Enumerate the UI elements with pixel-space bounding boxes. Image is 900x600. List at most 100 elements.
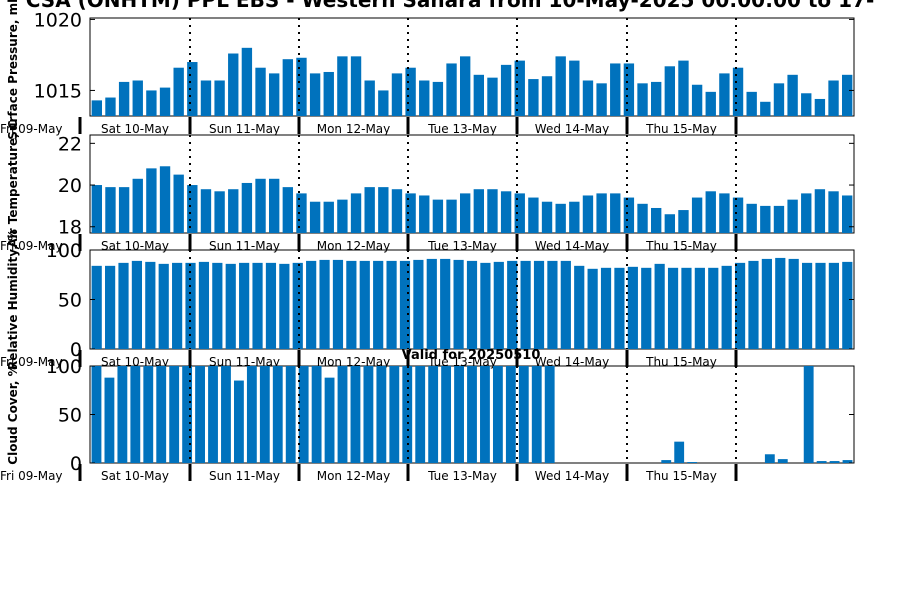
bar: [405, 67, 416, 116]
bar: [764, 454, 775, 463]
bar: [814, 189, 826, 233]
chart-panels: 1015 1020 Surface Pressure, mb Sat 10-May Su…: [0, 0, 855, 483]
y-tick-label: 1020: [34, 9, 82, 31]
bar: [132, 178, 143, 233]
bar: [282, 187, 294, 233]
bar: [158, 263, 169, 349]
bar: [282, 59, 294, 116]
bar: [298, 366, 309, 463]
bar: [841, 74, 853, 116]
bar: [214, 191, 225, 233]
bar: [555, 56, 566, 116]
bar: [459, 56, 471, 116]
bar: [654, 263, 665, 349]
bar: [541, 76, 553, 116]
bar: [337, 56, 348, 116]
bar: [815, 262, 826, 349]
bar: [279, 263, 290, 349]
bar: [842, 261, 853, 349]
bar: [233, 380, 244, 463]
bar: [473, 189, 485, 233]
bar: [376, 366, 387, 463]
bar: [694, 267, 705, 349]
bar: [803, 366, 814, 463]
y-tick-label: 22: [58, 133, 82, 155]
bar: [596, 193, 607, 233]
bar: [777, 459, 788, 463]
bar: [319, 259, 330, 349]
day-label: Thu 15-May: [645, 239, 717, 253]
bar: [746, 203, 757, 233]
bar: [350, 56, 362, 116]
day-label: Thu 15-May: [645, 469, 717, 483]
bar: [788, 258, 799, 349]
bar: [145, 261, 156, 349]
bar: [637, 203, 648, 233]
bar: [389, 366, 400, 463]
y-axis-label: Cloud Cover, %: [6, 364, 20, 464]
bar: [760, 101, 771, 116]
bar: [514, 193, 525, 233]
bar: [131, 260, 143, 349]
y-tick-label: 50: [58, 290, 82, 312]
bar: [378, 90, 389, 116]
bar: [350, 366, 361, 463]
bar: [173, 174, 184, 233]
bar: [541, 201, 553, 233]
bar: [428, 366, 439, 463]
bar: [117, 366, 128, 463]
day-label: Tue 13-May: [427, 469, 497, 483]
bar: [518, 366, 529, 463]
day-label: Tue 13-May: [427, 239, 497, 253]
bar: [378, 187, 389, 233]
bar: [828, 80, 839, 116]
bar: [787, 199, 798, 233]
bar: [623, 197, 635, 233]
bar: [500, 64, 512, 116]
bar: [667, 267, 679, 349]
bar: [841, 195, 853, 233]
bar: [402, 366, 413, 463]
bar: [296, 193, 307, 233]
bar: [760, 205, 771, 233]
bar: [480, 262, 491, 349]
bar: [187, 62, 198, 116]
bar: [467, 366, 477, 463]
bar: [627, 266, 638, 349]
bar: [405, 193, 416, 233]
bar: [816, 461, 827, 463]
bar: [252, 262, 263, 349]
bar: [159, 87, 171, 116]
bar: [399, 260, 411, 349]
bar: [91, 100, 103, 116]
chart-subtitle: Valid for 20250510: [402, 348, 541, 363]
day-label: Sat 10-May: [101, 239, 169, 253]
bar: [432, 199, 444, 233]
bar: [105, 97, 116, 116]
bar: [337, 199, 348, 233]
bar: [687, 462, 698, 463]
bar: [143, 366, 154, 463]
bar: [241, 182, 253, 233]
bar: [200, 80, 212, 116]
bar: [91, 265, 102, 349]
bar: [146, 168, 157, 233]
bar: [480, 366, 490, 463]
bar: [473, 74, 485, 116]
bar: [173, 67, 184, 116]
bar: [614, 267, 625, 349]
bar: [309, 73, 321, 116]
day-label: Wed 14-May: [535, 122, 609, 136]
bar: [487, 189, 498, 233]
bar: [373, 260, 384, 349]
bar: [214, 80, 225, 116]
bar: [432, 81, 444, 116]
chart-title: CSA (ONHTM) PPL EBS - Western Sahara fro…: [26, 0, 875, 12]
day-label: Wed 14-May: [535, 239, 609, 253]
bar: [466, 260, 478, 349]
bar: [650, 81, 662, 116]
day-label: Sun 11-May: [209, 122, 280, 136]
bar: [118, 81, 130, 116]
bar: [600, 267, 612, 349]
bar: [533, 260, 545, 349]
